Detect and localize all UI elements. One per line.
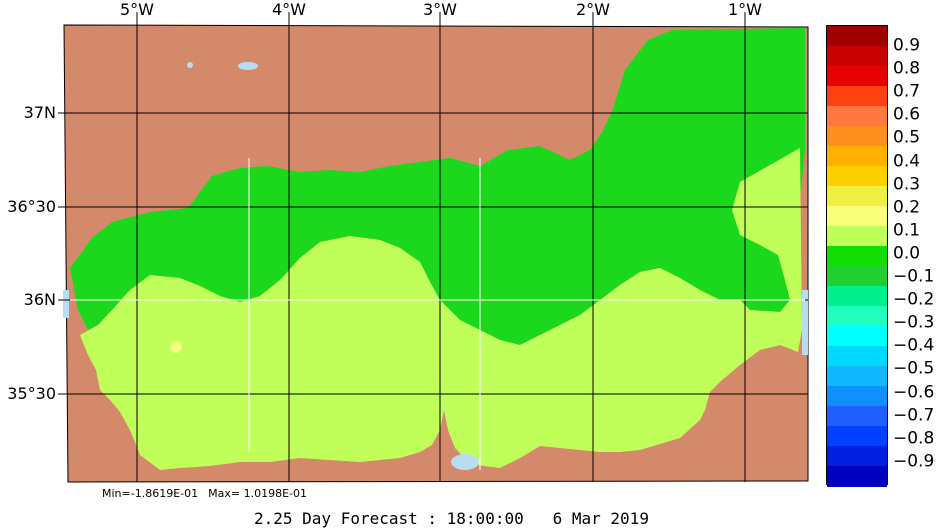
- sea-region-lime: [80, 148, 802, 470]
- colorbar-label: −0.3: [893, 312, 935, 333]
- colorbar-label: 0.6: [893, 104, 921, 125]
- high-value-spot: [170, 341, 182, 353]
- colorbar-segment: [827, 366, 887, 387]
- colorbar-segment: [827, 246, 887, 267]
- colorbar-segment: [827, 126, 887, 147]
- colorbar-segment: [827, 166, 887, 187]
- colorbar-label: −0.4: [893, 335, 935, 356]
- sea-region-green: [70, 28, 805, 345]
- lake-east-edge: [802, 290, 808, 355]
- grid-lines: [58, 12, 808, 482]
- colorbar-segment: [827, 206, 887, 227]
- lon-label-1w: 1°W: [728, 0, 762, 19]
- colorbar-segment: [827, 186, 887, 207]
- colorbar-label: −0.6: [893, 382, 935, 402]
- colorbar-label: 0.2: [893, 197, 921, 218]
- colorbar-label: −0.9: [893, 451, 935, 472]
- lon-label-3w: 3°W: [423, 0, 457, 19]
- lat-label-35-30: 35°30: [7, 384, 56, 403]
- lon-label-5w: 5°W: [120, 0, 154, 19]
- lon-label-4w: 4°W: [272, 0, 306, 19]
- colorbar-segment: [827, 286, 887, 307]
- colorbar-label: 0.7: [893, 81, 921, 102]
- colorbar-segment: [827, 266, 887, 287]
- colorbar-label: 0.1: [893, 220, 921, 241]
- colorbar-segment: [827, 406, 887, 427]
- colorbar-label: 0.3: [893, 174, 921, 195]
- lake-1: [238, 62, 258, 70]
- lake-3: [451, 454, 479, 470]
- lon-label-2w: 2°W: [576, 0, 610, 19]
- colorbar-label: −0.1: [893, 266, 935, 287]
- colorbar: [826, 25, 888, 487]
- lat-label-36-30: 36°30: [7, 197, 56, 216]
- forecast-title: 2.25 Day Forecast : 18:00:00 6 Mar 2019: [254, 509, 649, 528]
- colorbar-segment: [827, 86, 887, 107]
- colorbar-label: 0.8: [893, 58, 921, 79]
- lake-2: [187, 62, 193, 68]
- colorbar-segment: [827, 426, 887, 447]
- colorbar-segment: [827, 446, 887, 467]
- lat-label-36n: 36N: [23, 290, 56, 309]
- colorbar-label: −0.5: [893, 358, 935, 379]
- min-max-stats: Min=-1.8619E-01 Max= 1.0198E-01: [102, 487, 317, 500]
- colorbar-label: 0.4: [893, 151, 921, 171]
- lat-label-37n: 37N: [23, 103, 56, 122]
- colorbar-segment: [827, 326, 887, 347]
- colorbar-segment: [827, 26, 887, 47]
- colorbar-label: 0.0: [893, 243, 921, 264]
- min-value: Min=-1.8619E-01: [102, 487, 199, 500]
- colorbar-segment: [827, 106, 887, 127]
- colorbar-label: −0.7: [893, 405, 935, 426]
- colorbar-segment: [827, 386, 887, 407]
- lake-west-edge: [63, 290, 69, 318]
- colorbar-label: 0.9: [893, 35, 921, 56]
- colorbar-segment: [827, 226, 887, 247]
- colorbar-label: 0.5: [893, 127, 921, 148]
- colorbar-segment: [827, 46, 887, 67]
- colorbar-segment: [827, 466, 887, 487]
- colorbar-segment: [827, 146, 887, 167]
- colorbar-segment: [827, 66, 887, 87]
- colorbar-segment: [827, 306, 887, 327]
- max-value: Max= 1.0198E-01: [208, 487, 307, 500]
- colorbar-segment: [827, 346, 887, 367]
- colorbar-label: −0.8: [893, 428, 935, 449]
- colorbar-label: −0.2: [893, 289, 935, 310]
